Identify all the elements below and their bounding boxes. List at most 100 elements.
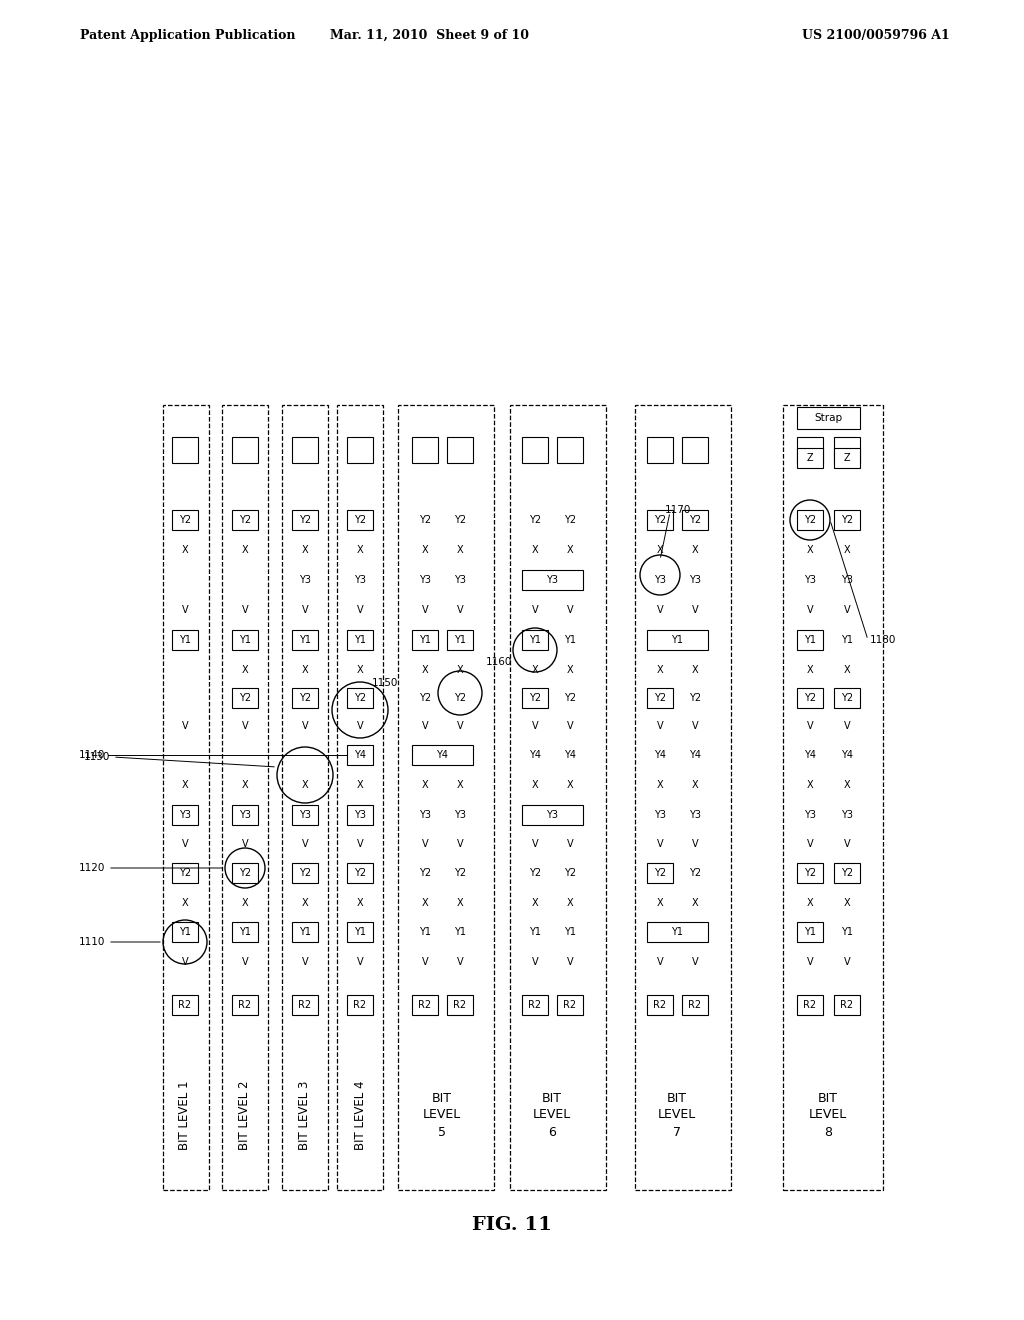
Text: Y2: Y2 — [529, 869, 541, 878]
Text: Y1: Y1 — [804, 635, 816, 645]
Text: X: X — [656, 545, 664, 554]
Bar — [292, 437, 318, 463]
Text: Y1: Y1 — [564, 927, 575, 937]
Text: X: X — [844, 665, 850, 675]
Bar — [337, 405, 383, 1191]
Text: 1140: 1140 — [79, 750, 105, 760]
Text: R2: R2 — [419, 1001, 431, 1010]
Bar — [172, 510, 198, 531]
Text: Y3: Y3 — [547, 810, 558, 820]
Text: V: V — [566, 721, 573, 731]
Bar — [282, 405, 328, 1191]
Text: Y4: Y4 — [354, 750, 366, 760]
Text: V: V — [844, 721, 850, 731]
Bar — [510, 405, 606, 1191]
Text: Y2: Y2 — [689, 515, 701, 525]
Text: Y2: Y2 — [419, 515, 431, 525]
Bar — [292, 863, 318, 883]
Bar — [647, 863, 673, 883]
Text: Y1: Y1 — [299, 635, 311, 645]
Text: R2: R2 — [804, 1001, 816, 1010]
Text: V: V — [656, 840, 664, 849]
Text: Y2: Y2 — [654, 693, 666, 704]
Text: Y2: Y2 — [689, 869, 701, 878]
Bar — [412, 437, 438, 463]
Bar — [834, 995, 860, 1015]
Bar — [447, 630, 473, 649]
Text: V: V — [422, 840, 428, 849]
Text: Y3: Y3 — [354, 576, 366, 585]
Text: V: V — [656, 605, 664, 615]
Text: Y1: Y1 — [179, 635, 191, 645]
Bar — [347, 688, 373, 708]
Text: X: X — [807, 665, 813, 675]
Bar — [522, 995, 548, 1015]
Bar — [797, 510, 823, 531]
Bar — [647, 437, 673, 463]
Text: X: X — [457, 780, 463, 789]
Text: BIT
LEVEL
8: BIT LEVEL 8 — [809, 1092, 847, 1138]
Text: V: V — [457, 957, 463, 968]
Text: V: V — [691, 721, 698, 731]
Text: V: V — [242, 605, 248, 615]
Bar — [172, 995, 198, 1015]
Text: BIT LEVEL 2: BIT LEVEL 2 — [239, 1080, 252, 1150]
Text: X: X — [531, 545, 539, 554]
Bar — [172, 805, 198, 825]
Bar — [557, 995, 583, 1015]
Text: X: X — [356, 898, 364, 908]
Bar — [834, 437, 860, 463]
Text: Y4: Y4 — [436, 750, 449, 760]
Text: Z: Z — [807, 453, 813, 463]
Bar — [647, 510, 673, 531]
Text: V: V — [691, 605, 698, 615]
Bar — [797, 863, 823, 883]
Text: Y2: Y2 — [654, 515, 666, 525]
Text: V: V — [531, 605, 539, 615]
Bar — [557, 437, 583, 463]
Text: 1160: 1160 — [485, 657, 512, 667]
Bar — [347, 995, 373, 1015]
Bar — [347, 744, 373, 766]
Text: V: V — [242, 721, 248, 731]
Text: BIT
LEVEL
6: BIT LEVEL 6 — [532, 1092, 571, 1138]
Bar — [412, 744, 473, 766]
Text: Y3: Y3 — [804, 810, 816, 820]
Bar — [447, 437, 473, 463]
Text: V: V — [302, 957, 308, 968]
Text: R2: R2 — [653, 1001, 667, 1010]
Text: Y2: Y2 — [239, 515, 251, 525]
Bar — [682, 510, 708, 531]
Bar — [647, 921, 708, 942]
Text: V: V — [181, 957, 188, 968]
Text: V: V — [807, 605, 813, 615]
Text: V: V — [356, 840, 364, 849]
Text: Y1: Y1 — [419, 635, 431, 645]
Bar — [522, 688, 548, 708]
Text: X: X — [356, 665, 364, 675]
Text: Y2: Y2 — [299, 869, 311, 878]
Text: Y2: Y2 — [654, 869, 666, 878]
Bar — [232, 921, 258, 942]
Text: Y2: Y2 — [529, 515, 541, 525]
Bar — [522, 630, 548, 649]
Bar — [347, 921, 373, 942]
Text: Y2: Y2 — [454, 869, 466, 878]
Text: X: X — [807, 545, 813, 554]
Text: X: X — [807, 898, 813, 908]
Text: V: V — [844, 840, 850, 849]
Text: R2: R2 — [841, 1001, 854, 1010]
Text: V: V — [242, 840, 248, 849]
Text: V: V — [807, 840, 813, 849]
Text: X: X — [242, 898, 248, 908]
Text: X: X — [302, 898, 308, 908]
Bar — [834, 863, 860, 883]
Bar — [232, 863, 258, 883]
Text: Y2: Y2 — [354, 869, 366, 878]
Text: Y2: Y2 — [564, 693, 577, 704]
Text: Y3: Y3 — [299, 810, 311, 820]
Bar — [797, 407, 860, 429]
Text: R2: R2 — [688, 1001, 701, 1010]
Text: 1120: 1120 — [79, 863, 105, 873]
Text: V: V — [844, 957, 850, 968]
